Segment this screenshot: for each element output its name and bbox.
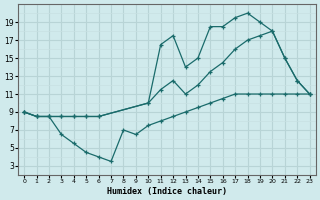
X-axis label: Humidex (Indice chaleur): Humidex (Indice chaleur) xyxy=(107,187,227,196)
